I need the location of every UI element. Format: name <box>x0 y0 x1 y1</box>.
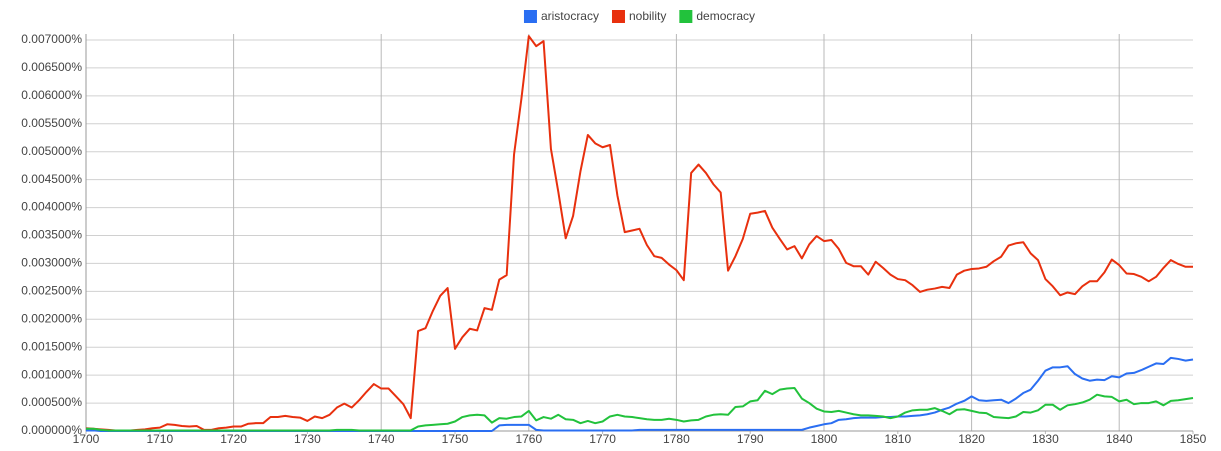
y-tick-label: 0.000000% <box>21 423 82 437</box>
y-tick-label: 0.004000% <box>21 200 82 214</box>
x-tick-label: 1700 <box>73 432 100 446</box>
legend-swatch <box>679 10 693 23</box>
legend-label: democracy <box>696 9 755 23</box>
x-tick-label: 1840 <box>1106 432 1133 446</box>
x-tick-label: 1740 <box>368 432 395 446</box>
y-tick-label: 0.007000% <box>21 32 82 46</box>
series-line <box>86 356 1194 432</box>
y-tick-label: 0.000500% <box>21 395 82 409</box>
x-tick-label: 1830 <box>1032 432 1059 446</box>
y-tick-label: 0.005000% <box>21 144 82 158</box>
y-tick-label: 0.003000% <box>21 256 82 270</box>
x-tick-label: 1790 <box>737 432 764 446</box>
x-tick-label: 1760 <box>515 432 542 446</box>
legend-swatch <box>611 10 625 23</box>
y-tick-label: 0.006500% <box>21 60 82 74</box>
y-tick-label: 0.001000% <box>21 367 82 381</box>
x-tick-label: 1780 <box>663 432 690 446</box>
x-tick-label: 1810 <box>884 432 911 446</box>
x-tick-label: 1720 <box>220 432 247 446</box>
y-tick-label: 0.006000% <box>21 88 82 102</box>
y-tick-label: 0.001500% <box>21 339 82 353</box>
y-tick-label: 0.003500% <box>21 228 82 242</box>
series-line <box>85 35 1193 432</box>
legend-label: aristocracy <box>541 9 599 23</box>
legend-label: nobility <box>629 9 666 23</box>
lines <box>85 35 1194 432</box>
x-tick-label: 1800 <box>811 432 838 446</box>
legend-swatch <box>523 10 537 23</box>
x-tick-label: 1710 <box>146 432 173 446</box>
x-tick-label: 1770 <box>589 432 616 446</box>
y-tick-label: 0.002000% <box>21 311 82 325</box>
legend: aristocracy nobility democracy <box>523 9 755 23</box>
labels: 0.000000% 0.000500% 0.001000% 0.001500% 0.00… <box>21 32 1206 446</box>
x-tick-label: 1730 <box>294 432 321 446</box>
y-tick-label: 0.004500% <box>21 172 82 186</box>
y-tick-label: 0.002500% <box>21 284 82 298</box>
series-line <box>86 386 1194 432</box>
y-tick-label: 0.005500% <box>21 116 82 130</box>
x-tick-label: 1820 <box>958 432 985 446</box>
grid <box>85 34 1194 434</box>
x-tick-label: 1850 <box>1180 432 1207 446</box>
x-tick-label: 1750 <box>442 432 469 446</box>
